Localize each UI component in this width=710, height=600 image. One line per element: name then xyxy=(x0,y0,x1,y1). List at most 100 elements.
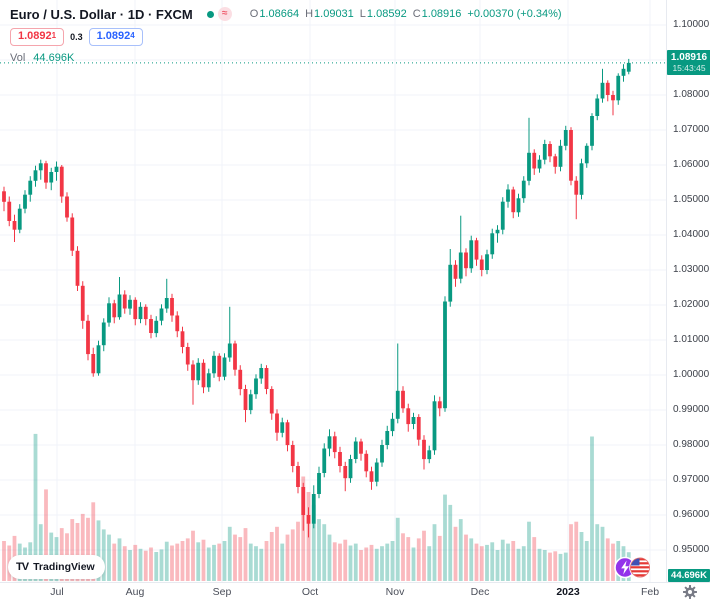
candle-body xyxy=(343,466,348,479)
candle-body xyxy=(175,315,180,332)
symbol-title[interactable]: Euro / U.S. Dollar · 1D · FXCM xyxy=(10,6,193,22)
candle-body xyxy=(222,357,227,377)
tradingview-logo-link[interactable]: TV TradingView xyxy=(8,555,105,579)
volume-bar xyxy=(269,532,274,581)
volume-bar xyxy=(584,541,589,581)
candle-body xyxy=(611,95,615,101)
volume-bar xyxy=(2,541,6,581)
volume-bar xyxy=(238,537,243,581)
price-tick-label: 1.08000 xyxy=(673,89,710,100)
candle-body xyxy=(96,345,101,374)
volume-bar xyxy=(390,541,395,581)
candle-body xyxy=(626,62,631,72)
buy-ask-button[interactable]: 1.08924 xyxy=(88,28,143,46)
volume-bar xyxy=(280,543,285,581)
volume-bar xyxy=(353,543,358,581)
candle-body xyxy=(149,319,153,333)
candle-body xyxy=(264,368,269,389)
candle-body xyxy=(70,217,75,251)
volume-bar xyxy=(500,539,505,581)
candle-body xyxy=(506,189,510,202)
candle-body xyxy=(322,448,327,473)
time-tick-label-2023: 2023 xyxy=(556,586,580,598)
volume-bar xyxy=(254,546,258,581)
time-tick-label-feb: Feb xyxy=(640,586,660,598)
candle-body xyxy=(537,159,542,169)
event-markers[interactable] xyxy=(614,555,652,585)
candle-body xyxy=(44,163,48,183)
candle-body xyxy=(12,221,17,230)
volume-bar xyxy=(33,433,38,581)
candle-body xyxy=(595,98,600,116)
candle-body xyxy=(385,431,390,445)
candle-body xyxy=(511,189,516,213)
last-price-label: 1.08916 15:43:45 xyxy=(667,49,710,75)
spread-value: 0.3 xyxy=(70,32,83,42)
time-tick-label-aug: Aug xyxy=(125,586,145,598)
grid-layer xyxy=(0,0,666,582)
candlestick-chart[interactable] xyxy=(0,0,666,582)
volume-legend-label: Vol xyxy=(10,52,26,64)
candle-body xyxy=(2,191,6,202)
low-label: L xyxy=(359,8,366,20)
candle-body xyxy=(448,264,453,302)
candle-body xyxy=(217,355,222,377)
candle-wick xyxy=(575,176,577,220)
volume-bar xyxy=(380,546,384,581)
time-axis[interactable]: Jul Aug Sep Oct Nov Dec 2023 Feb xyxy=(0,582,710,600)
volume-bar xyxy=(532,537,537,581)
candle-body xyxy=(469,240,474,269)
volume-bar xyxy=(96,520,101,581)
candle-body xyxy=(280,422,285,433)
candle-body xyxy=(128,299,132,309)
candle-body xyxy=(353,441,358,459)
volume-bar xyxy=(196,542,201,581)
candle-body xyxy=(380,445,384,463)
delayed-data-icon[interactable]: ≈ xyxy=(217,7,232,21)
candle-body xyxy=(269,389,274,414)
candle-body xyxy=(254,378,258,395)
volume-bar xyxy=(395,517,400,581)
price-axis[interactable]: 1.08916 15:43:45 44.696K 1.100001.090001… xyxy=(666,0,710,582)
high-label: H xyxy=(305,8,314,20)
market-status-dot-icon[interactable] xyxy=(206,10,214,18)
volume-bar xyxy=(474,543,479,581)
volume-bar xyxy=(222,541,227,581)
volume-bar xyxy=(75,523,80,582)
volume-bar xyxy=(411,547,416,581)
candle-body xyxy=(584,145,589,164)
candle-body xyxy=(196,362,201,381)
price-tick-label: 1.05000 xyxy=(673,194,710,205)
volume-bar xyxy=(285,534,290,581)
volume-bar xyxy=(128,550,132,581)
volume-bar xyxy=(243,528,248,581)
candle-wick xyxy=(166,278,168,313)
volume-bar xyxy=(374,548,379,582)
volume-bar xyxy=(516,548,521,582)
candle-body xyxy=(616,75,621,101)
candle-body xyxy=(296,466,300,487)
volume-bar xyxy=(59,528,64,581)
volume-bar xyxy=(553,551,558,581)
volume-bar xyxy=(206,547,211,581)
volume-bar xyxy=(212,544,216,581)
candle-body xyxy=(521,180,526,199)
candle-body xyxy=(259,368,264,379)
candle-body xyxy=(238,369,243,390)
candle-body xyxy=(201,362,206,388)
volume-bar xyxy=(453,526,458,581)
candle-body xyxy=(485,254,489,270)
chart-canvas[interactable] xyxy=(0,0,666,582)
settings-gear-button[interactable] xyxy=(683,585,697,599)
volume-bar xyxy=(322,524,327,581)
sell-bid-button[interactable]: 1.08921 xyxy=(10,28,65,46)
price-tick-label: 1.06000 xyxy=(673,159,710,170)
candle-wick xyxy=(528,117,530,186)
us-flag-event-icon[interactable] xyxy=(629,556,651,579)
volume-bar xyxy=(569,524,573,581)
candle-body xyxy=(422,439,426,460)
candle-body xyxy=(28,180,33,195)
candle-body xyxy=(416,417,421,440)
volume-bar xyxy=(485,544,489,581)
